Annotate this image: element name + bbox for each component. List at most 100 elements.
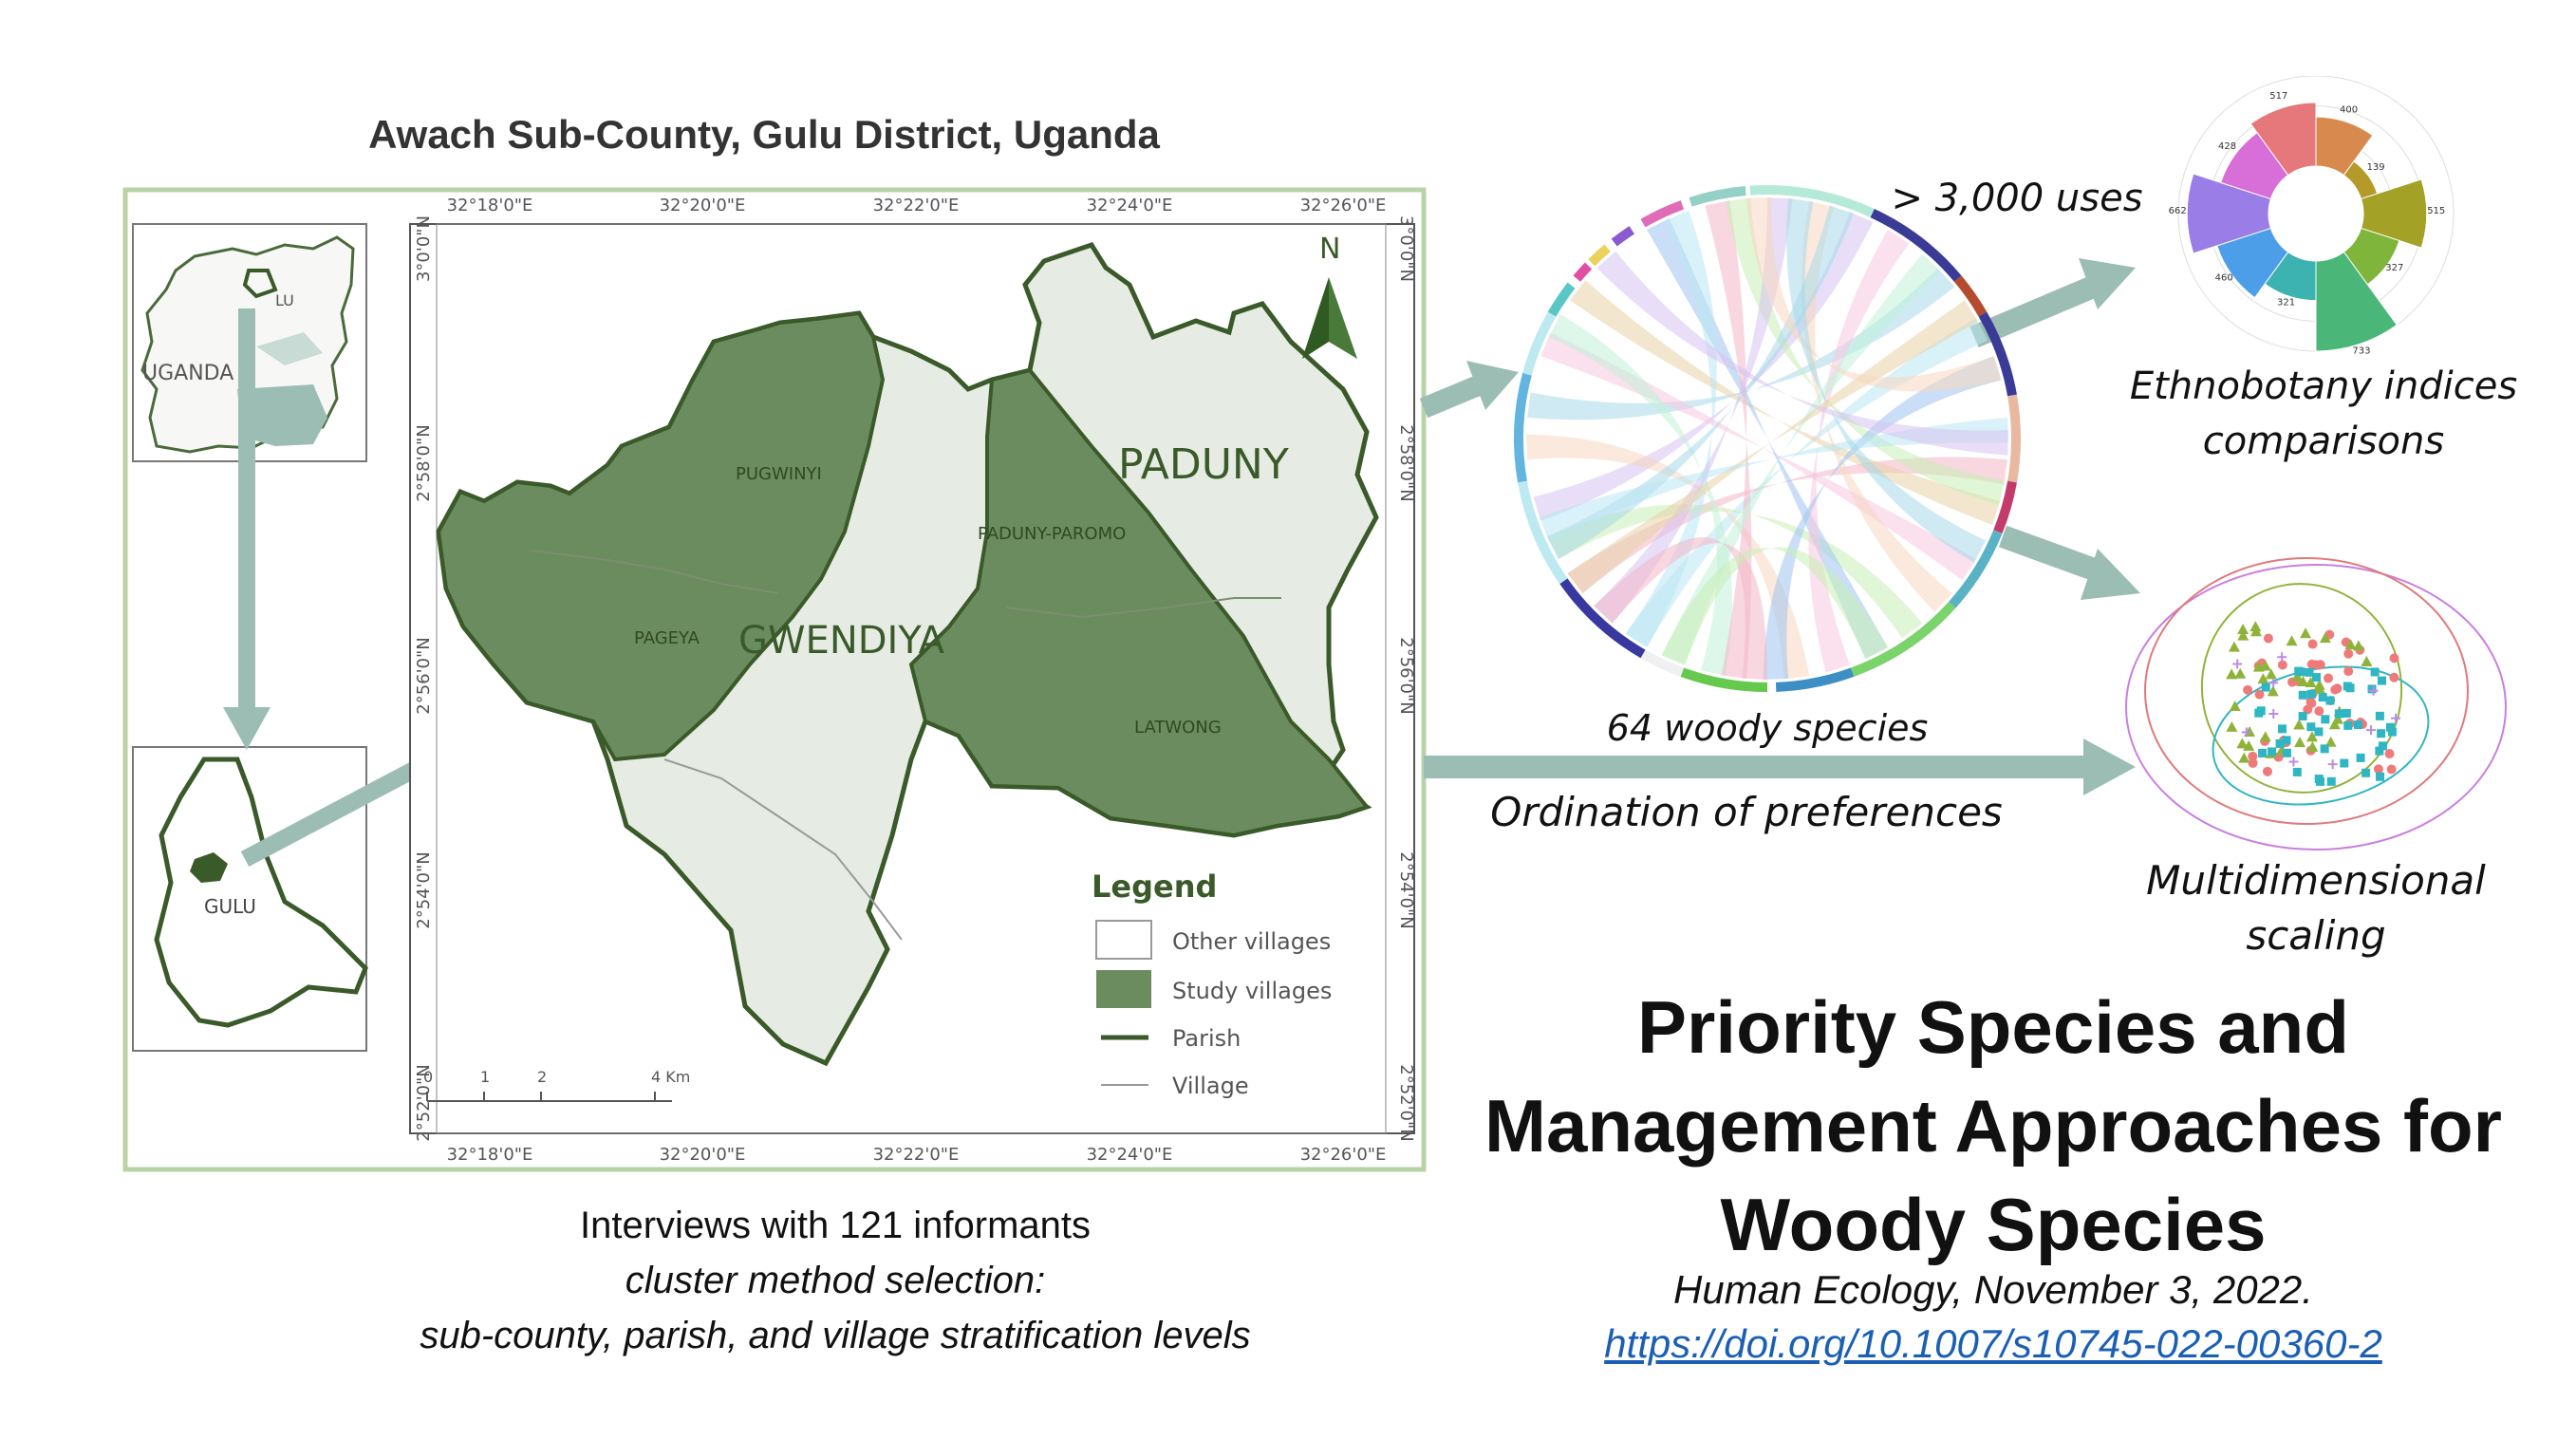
mds-point-triangle bbox=[2313, 682, 2325, 694]
mds-point-square bbox=[2268, 747, 2277, 757]
caption-line3: sub-county, parish, and village stratifi… bbox=[420, 1315, 1251, 1356]
chord-ribbon bbox=[1539, 417, 2008, 541]
chord-outer-segment bbox=[1611, 226, 1635, 247]
legend-label-other: Other villages bbox=[1172, 928, 1331, 955]
mds-point-circle bbox=[2311, 660, 2322, 670]
mds-point-circle bbox=[2248, 751, 2258, 761]
polar-value-label: 327 bbox=[2385, 263, 2403, 273]
mds-point-circle bbox=[2248, 757, 2258, 768]
mds-point-circle bbox=[2243, 684, 2253, 695]
mds-point-square bbox=[2275, 738, 2285, 748]
mds-point-square bbox=[2298, 712, 2307, 721]
chord-ribbon bbox=[1546, 504, 1923, 639]
mds-point-circle bbox=[2323, 673, 2333, 683]
uses-label: > 3,000 uses bbox=[1891, 177, 2142, 220]
bottom-tick-label: 32°24'0"E bbox=[1087, 1145, 1173, 1165]
mds-point-square bbox=[2321, 715, 2330, 724]
mds-point-square bbox=[2278, 724, 2287, 734]
mds-point-square bbox=[2334, 709, 2343, 719]
mds-point-triangle bbox=[2324, 736, 2337, 747]
mds-point-circle bbox=[2307, 639, 2318, 649]
chord-diagram bbox=[1514, 185, 2021, 692]
coordinate-ticks: 32°18'0"E 32°20'0"E 32°22'0"E 32°24'0"E … bbox=[414, 196, 1416, 1165]
mds-point-triangle bbox=[2226, 720, 2238, 732]
mds-point-square bbox=[2312, 673, 2322, 682]
mds-point-triangle bbox=[2243, 739, 2255, 751]
village-label-pugwinyi: PUGWINYI bbox=[736, 464, 822, 484]
left-tick-label: 2°56'0"N bbox=[414, 637, 434, 715]
scale-label: 1 bbox=[480, 1068, 490, 1086]
right-tick-label: 2°52'0"N bbox=[1396, 1064, 1416, 1142]
mds-point-square bbox=[2378, 676, 2387, 685]
chord-ribbon bbox=[1661, 547, 1888, 665]
legend-label-village: Village bbox=[1172, 1073, 1249, 1099]
polar-wedge bbox=[2315, 116, 2374, 177]
legend-title: Legend bbox=[1092, 869, 1217, 905]
lake-kyoga bbox=[256, 332, 323, 365]
mds-point-square bbox=[2375, 746, 2384, 756]
mds-point-square bbox=[2316, 776, 2325, 786]
mds-point-triangle bbox=[2267, 685, 2279, 697]
doi-link[interactable]: https://doi.org/10.1007/s10745-022-00360… bbox=[1604, 1321, 2382, 1366]
chord-ribbon bbox=[1569, 280, 2001, 526]
mds-point-triangle bbox=[2237, 623, 2249, 634]
parish-label-gwendiya: GWENDIYA bbox=[738, 619, 945, 663]
study-village-paduny-paromo-latwong bbox=[908, 367, 1371, 838]
mds-point-triangle bbox=[2361, 656, 2373, 667]
mds-point-square bbox=[2353, 720, 2362, 730]
mds-point-triangle bbox=[2297, 676, 2309, 687]
north-label: N bbox=[1319, 233, 1340, 266]
mds-point-square bbox=[2367, 684, 2377, 694]
chord-ribbon bbox=[1596, 251, 2008, 456]
mds-point-triangle bbox=[2293, 719, 2305, 730]
chord-outer-segment bbox=[1547, 282, 1576, 317]
mds-point-square bbox=[2385, 722, 2395, 732]
mds-point-circle bbox=[2389, 672, 2399, 682]
chord-outer-segment bbox=[1870, 209, 1962, 282]
polar-value-label: 400 bbox=[2340, 105, 2358, 116]
mds-point-triangle bbox=[2328, 719, 2341, 730]
chord-ribbon bbox=[1548, 314, 1732, 677]
mds-point-cross bbox=[2368, 685, 2379, 696]
left-tick-label: 2°52'0"N bbox=[414, 1064, 434, 1142]
chord-outer-segment bbox=[1775, 667, 1855, 692]
mds-point-circle bbox=[2262, 766, 2272, 776]
legend-label-parish: Parish bbox=[1172, 1025, 1241, 1052]
village-line bbox=[531, 550, 779, 594]
polar-chart: 517 400 139 515 327 733 321 460 662 428 bbox=[2169, 76, 2455, 356]
mds-point-square bbox=[2296, 667, 2305, 677]
chord-outer-segment bbox=[1850, 601, 1956, 677]
left-tick-label: 2°58'0"N bbox=[414, 424, 434, 502]
chord-ribbon bbox=[1567, 300, 1979, 594]
chord-to-mds-arrowhead bbox=[2081, 549, 2140, 600]
mds-point-triangle bbox=[2226, 668, 2238, 680]
legend-swatch-study bbox=[1096, 970, 1151, 1008]
mds-point-cross bbox=[2232, 659, 2243, 669]
mds-ellipse bbox=[2200, 583, 2403, 794]
chord-outer-segment bbox=[1689, 186, 1746, 207]
mds-point-triangle bbox=[2286, 635, 2298, 646]
mds-point-cross bbox=[2391, 713, 2401, 723]
mds-point-circle bbox=[2303, 704, 2313, 715]
chord-ribbon bbox=[1745, 197, 2002, 392]
mds-point-triangle bbox=[2294, 737, 2306, 748]
village-line bbox=[1005, 597, 1281, 619]
mds-point-cross bbox=[2366, 725, 2377, 736]
legend-label-study: Study villages bbox=[1172, 978, 1332, 1004]
north-arrow-icon bbox=[1302, 277, 1329, 359]
chord-ribbon bbox=[1808, 230, 1910, 673]
polar-wedge bbox=[2315, 251, 2398, 352]
village-label-paduny-paromo: PADUNY-PAROMO bbox=[978, 524, 1126, 544]
left-tick-label: 3°0'0"N bbox=[414, 215, 434, 282]
mds-point-square bbox=[2306, 689, 2316, 699]
chord-ribbon bbox=[1594, 536, 1767, 680]
mds-point-triangle bbox=[2305, 731, 2318, 742]
chord-outer-segment bbox=[1640, 200, 1685, 228]
village-line bbox=[663, 758, 903, 941]
left-tick-label: 2°54'0"N bbox=[414, 851, 434, 929]
legend-swatch-other bbox=[1095, 920, 1152, 960]
mds-point-triangle bbox=[2259, 660, 2271, 671]
mds-point-triangle bbox=[2291, 670, 2304, 682]
mds-point-square bbox=[2305, 667, 2314, 677]
polar-value-label: 517 bbox=[2269, 91, 2287, 102]
